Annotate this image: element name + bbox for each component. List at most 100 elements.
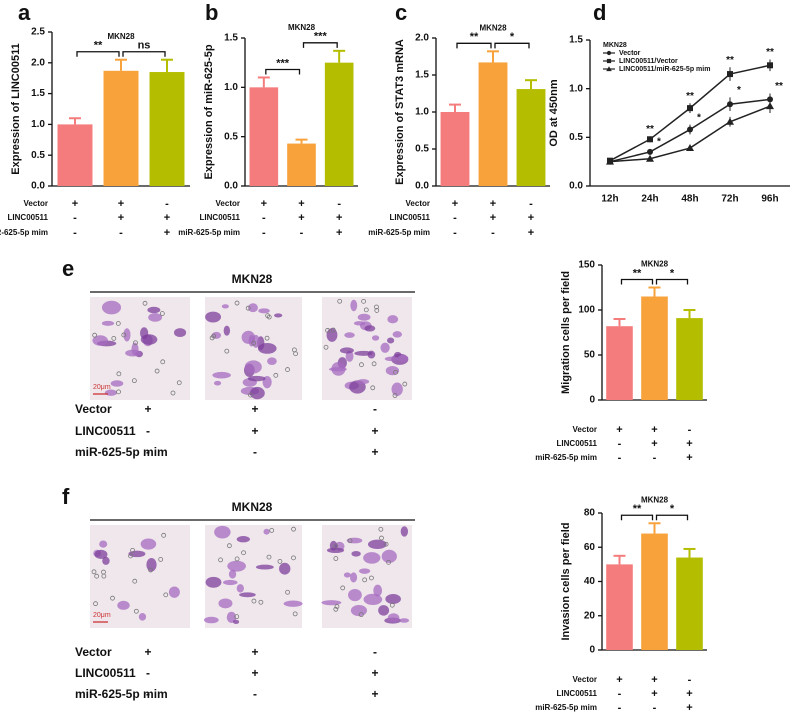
cell [168,586,180,598]
pore [110,595,115,601]
x-tick-label: 24h [641,194,658,205]
cell [247,375,266,382]
bar [324,62,354,186]
y-axis-label: OD at 450nm [548,79,560,146]
bar [440,112,470,186]
condition-sign: - [618,688,622,700]
marker [687,105,693,112]
y-tick-label: 60 [584,542,596,553]
condition-sign: + [298,198,304,210]
y-tick-label: 1.0 [224,82,238,93]
pore [91,569,97,575]
cell [387,337,395,344]
pore [402,381,408,387]
pore [291,347,297,353]
pore [251,340,257,346]
cell [380,342,390,353]
pore [142,300,148,306]
pore [128,553,133,559]
bar [57,124,93,186]
condition-sign: + [452,198,458,210]
condition-sign: - [73,212,77,224]
cell [392,331,403,338]
cell [140,538,157,550]
chart-title: MKN28 [288,23,316,32]
pore [333,543,339,549]
condition-label: LINC00511 [200,213,241,222]
significance-label: * [657,137,661,148]
y-axis-label: Expression of miR-625-5p [203,44,215,179]
bar [676,318,703,400]
y-tick-label: 0.0 [31,181,45,192]
micrograph [90,525,190,628]
y-axis-label: Invasion cells per field [560,523,572,641]
bar [606,326,633,400]
y-tick-label: 20 [584,610,596,621]
condition-sign: + [298,212,304,224]
scale-bar-label: 20μm [93,612,111,619]
y-axis-label: Expression of STAT3 mRNA [394,39,406,185]
marker [646,154,654,162]
pore [158,556,164,562]
pore [176,380,182,386]
significance-label: ** [775,81,783,92]
panel-letter: d [593,0,606,25]
cell [232,619,240,624]
pore [209,335,215,341]
pore [154,368,160,374]
condition-label: LINC00511 [390,213,431,222]
pore [362,577,368,583]
marker [766,102,774,110]
pore [116,371,122,377]
condition-sign: - [618,452,622,464]
cell [148,312,163,322]
y-tick-label: 2.0 [415,33,429,44]
y-tick-label: 40 [584,576,596,587]
cell [339,347,354,354]
pore [264,335,270,341]
pore [277,559,283,564]
bar [606,564,633,650]
y-tick-label: 2.5 [31,27,45,38]
significance-label: ** [686,91,694,102]
cell [123,328,131,342]
condition-label: miR-625-5p mim [75,445,168,459]
pore [248,392,253,398]
y-tick-label: 80 [584,508,596,519]
pore [170,390,176,396]
significance-label: ** [633,503,642,515]
y-tick-label: 1.0 [569,83,583,94]
pore [115,321,121,326]
condition-sign: - [146,687,150,701]
cell [92,335,108,346]
cell [391,382,403,396]
chart-title: MKN28 [641,495,669,504]
cell [344,332,355,338]
pore [269,527,275,533]
marker [606,157,614,165]
pore [330,327,336,333]
marker [687,126,693,133]
pore [369,575,374,581]
marker [606,66,612,72]
bar [516,89,546,186]
condition-sign: + [686,452,692,464]
cell [384,356,399,362]
condition-sign: + [371,445,378,459]
marker [647,136,653,143]
y-tick-label: 0.0 [569,181,583,192]
panel-title: MKN28 [232,272,273,286]
condition-sign: - [300,227,304,239]
condition-sign: + [651,424,657,436]
cell [348,588,362,602]
condition-sign: - [373,402,377,416]
cell [364,325,376,332]
condition-sign: + [528,212,534,224]
cell [400,526,409,537]
cell [387,613,400,623]
condition-sign: + [651,674,657,686]
significance-label: ** [766,47,774,58]
cell [367,539,387,549]
pore [130,547,135,553]
pore [163,592,169,598]
